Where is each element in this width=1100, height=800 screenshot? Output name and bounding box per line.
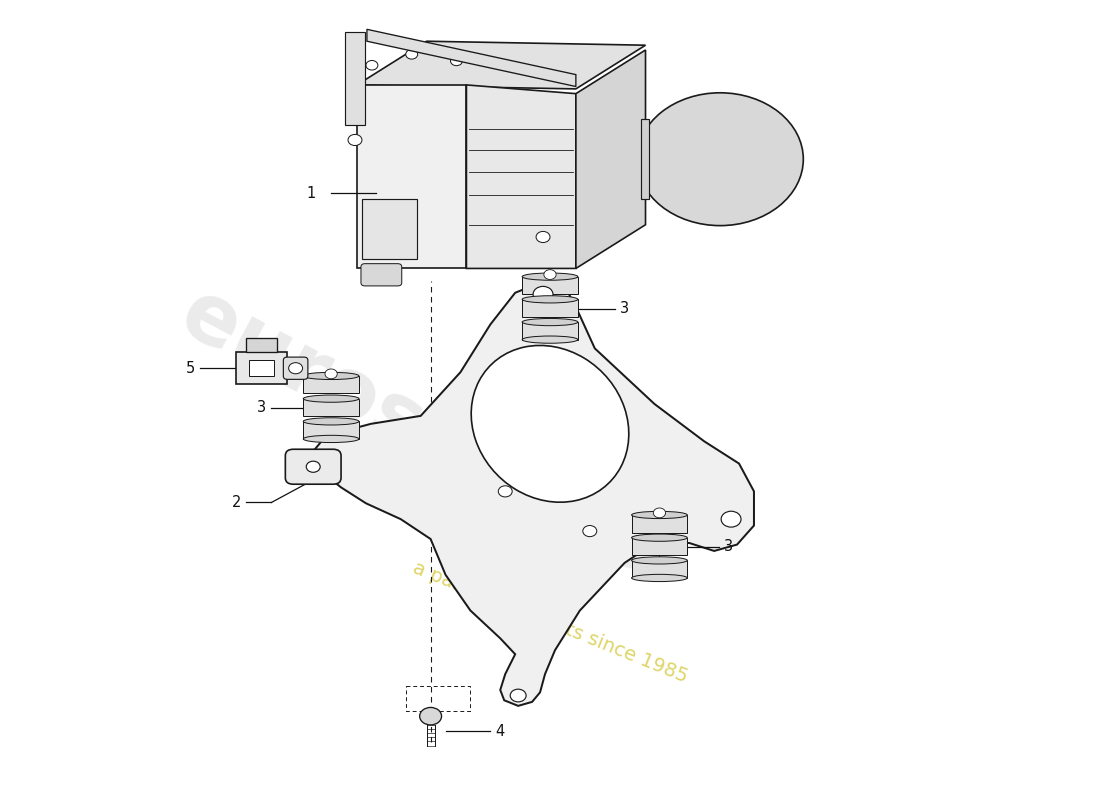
Text: 3: 3	[257, 401, 266, 415]
Polygon shape	[631, 515, 688, 533]
Polygon shape	[640, 119, 649, 199]
Text: 2: 2	[232, 495, 242, 510]
Ellipse shape	[304, 435, 359, 442]
FancyBboxPatch shape	[361, 264, 402, 286]
Polygon shape	[576, 50, 646, 269]
Circle shape	[543, 270, 557, 279]
Polygon shape	[304, 398, 359, 416]
Text: 3: 3	[724, 539, 734, 554]
Ellipse shape	[631, 534, 688, 542]
Polygon shape	[362, 198, 417, 259]
Ellipse shape	[631, 511, 688, 518]
Circle shape	[366, 61, 378, 70]
Text: 5: 5	[186, 361, 195, 376]
FancyBboxPatch shape	[284, 357, 308, 379]
Ellipse shape	[522, 318, 578, 326]
Circle shape	[451, 56, 462, 66]
Text: 4: 4	[495, 724, 505, 738]
Circle shape	[324, 369, 338, 378]
FancyBboxPatch shape	[285, 450, 341, 484]
Polygon shape	[249, 360, 274, 376]
Ellipse shape	[304, 372, 359, 379]
Polygon shape	[345, 32, 365, 126]
Polygon shape	[522, 322, 578, 340]
Text: 3: 3	[619, 301, 629, 316]
Polygon shape	[631, 560, 688, 578]
Circle shape	[534, 286, 553, 302]
Circle shape	[510, 689, 526, 702]
Circle shape	[406, 50, 418, 59]
Polygon shape	[306, 281, 754, 706]
Ellipse shape	[631, 574, 688, 582]
Circle shape	[348, 134, 362, 146]
Circle shape	[288, 362, 302, 374]
Polygon shape	[246, 338, 277, 352]
Circle shape	[420, 707, 441, 725]
Ellipse shape	[304, 418, 359, 425]
Circle shape	[653, 508, 666, 518]
Ellipse shape	[522, 336, 578, 343]
Circle shape	[306, 461, 320, 472]
Circle shape	[722, 511, 741, 527]
Polygon shape	[367, 30, 576, 86]
Text: 1: 1	[307, 186, 316, 201]
Ellipse shape	[522, 296, 578, 303]
Circle shape	[498, 486, 513, 497]
Polygon shape	[358, 85, 466, 269]
Text: eurospares: eurospares	[167, 272, 671, 591]
Text: a passion for parts since 1985: a passion for parts since 1985	[409, 558, 691, 686]
Circle shape	[436, 47, 448, 57]
Circle shape	[536, 231, 550, 242]
Polygon shape	[304, 376, 359, 394]
Polygon shape	[522, 277, 578, 294]
Circle shape	[637, 93, 803, 226]
Circle shape	[583, 526, 597, 537]
Polygon shape	[522, 299, 578, 317]
Polygon shape	[358, 42, 646, 89]
Ellipse shape	[471, 346, 629, 502]
Polygon shape	[466, 85, 576, 269]
Ellipse shape	[631, 557, 688, 564]
Polygon shape	[631, 538, 688, 555]
Ellipse shape	[304, 395, 359, 402]
Ellipse shape	[522, 273, 578, 280]
Polygon shape	[304, 422, 359, 439]
FancyBboxPatch shape	[235, 352, 287, 384]
